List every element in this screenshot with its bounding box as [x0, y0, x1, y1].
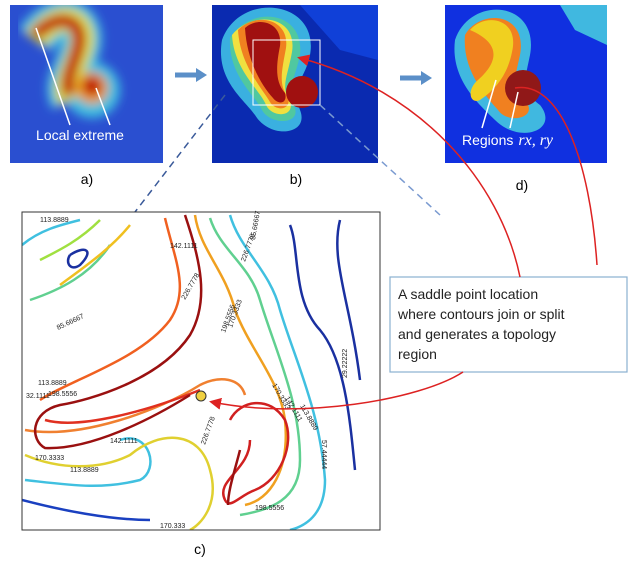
contour-label: 170.3333: [35, 455, 64, 462]
contour-label: 170.333: [160, 523, 185, 530]
callout-line: A saddle point location: [398, 286, 538, 302]
panel-b: [212, 5, 378, 163]
callout-line: and generates a topology: [398, 326, 556, 342]
callout-line: where contours join or split: [397, 306, 565, 322]
callout-line: region: [398, 346, 437, 362]
contour-label: 113.8889: [40, 217, 69, 224]
panel-label: c): [194, 541, 206, 557]
contour-label: 198.5556: [48, 391, 77, 398]
figure: Local extreme a) b) Regions rx, ry d) 113…: [0, 0, 632, 566]
contour-label: 142.1111: [170, 243, 198, 250]
annotation-vars: rx, ry: [518, 132, 554, 149]
contour-label: 142.1111: [110, 438, 138, 445]
annotation: Regions rx, ry: [462, 132, 554, 149]
panel-label: b): [290, 171, 302, 187]
contour-label: 57.44444: [320, 440, 327, 469]
contour-label: 32.1111: [26, 393, 50, 400]
contour-label: 113.8889: [70, 467, 99, 474]
contour-label: 198.5556: [255, 505, 284, 512]
annotation: Local extreme: [36, 127, 124, 143]
contour-label: 113.8889: [38, 380, 67, 387]
annotation-text: Regions: [462, 132, 513, 148]
panel-c: [22, 212, 380, 530]
panel-label: a): [81, 171, 93, 187]
contour-label: 29.22222: [342, 349, 349, 378]
panel-label: d): [516, 177, 528, 193]
